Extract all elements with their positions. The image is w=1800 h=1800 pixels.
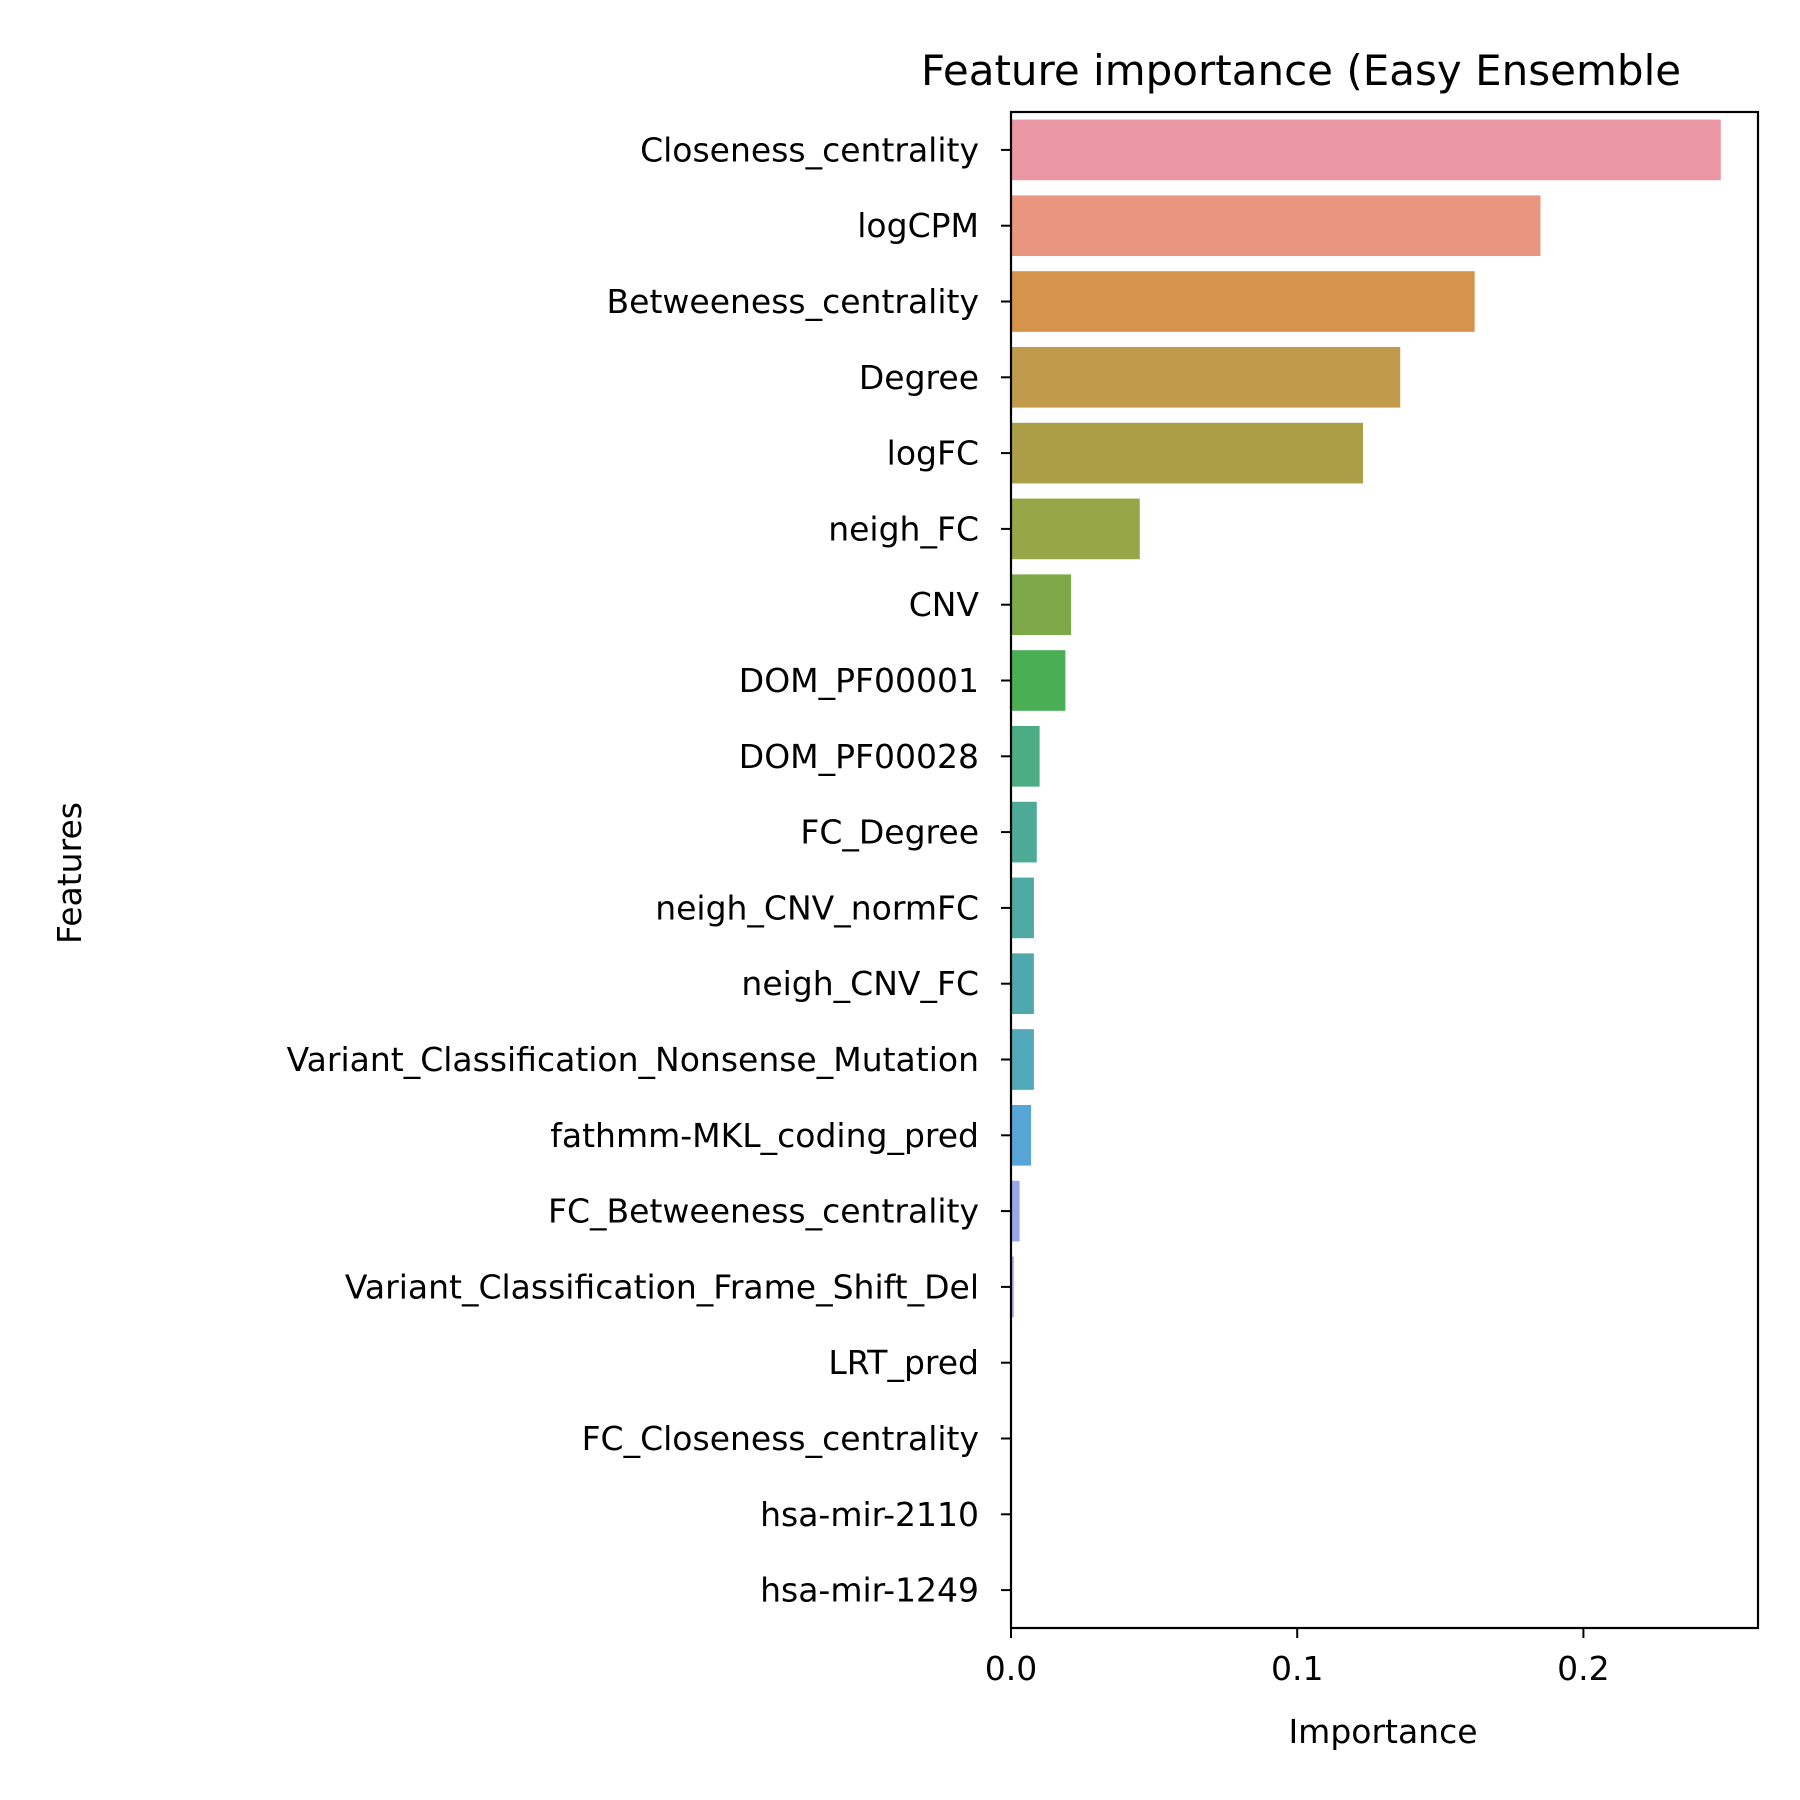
bars-group	[1011, 119, 1721, 1318]
bar-neigh_FC	[1011, 498, 1140, 560]
bar-Closeness_centrality	[1011, 119, 1721, 181]
x-ticks-group: 0.0 0.1 0.2	[985, 1628, 1610, 1688]
y-tick-label: Betweeness_centrality	[607, 282, 979, 321]
bar-neigh_CNV_normFC	[1011, 877, 1034, 939]
bar-FC_Degree	[1011, 801, 1037, 863]
bar-DOM_PF00028	[1011, 725, 1040, 787]
bar-logCPM	[1011, 195, 1541, 257]
y-ticks-group: Closeness_centrality logCPM Betweeness_cen…	[287, 130, 1011, 1610]
y-tick-label: neigh_CNV_FC	[741, 964, 979, 1003]
bar-logFC	[1011, 422, 1364, 484]
y-tick-label: neigh_CNV_normFC	[655, 888, 979, 927]
bar-DOM_PF00001	[1011, 650, 1066, 711]
y-tick-label: logCPM	[857, 206, 979, 245]
x-tick-label: 0.0	[985, 1649, 1037, 1688]
y-tick-label: hsa-mir-2110	[760, 1495, 979, 1534]
y-tick-label: DOM_PF00001	[739, 661, 979, 700]
x-axis-title: Importance	[1288, 1712, 1477, 1751]
y-tick-label: Variant_Classification_Nonsense_Mutation	[287, 1040, 979, 1079]
y-tick-label: fathmm-MKL_coding_pred	[550, 1116, 979, 1155]
bar-Variant_Classification_Nonsense_Mutation	[1011, 1029, 1034, 1090]
x-tick-label: 0.1	[1271, 1649, 1323, 1688]
y-axis-title: Features	[50, 802, 89, 944]
chart-title: Feature importance (Easy Ensemble	[921, 46, 1681, 95]
bar-fathmm-MKL_coding_pred	[1011, 1104, 1032, 1166]
y-tick-label: DOM_PF00028	[739, 737, 979, 776]
bar-FC_Betweeness_centrality	[1011, 1180, 1020, 1242]
bar-Variant_Classification_Frame_Shift_Del	[1011, 1256, 1014, 1318]
y-tick-label: LRT_pred	[828, 1343, 979, 1382]
y-tick-label: hsa-mir-1249	[760, 1571, 979, 1610]
y-tick-label: neigh_FC	[828, 509, 979, 548]
y-tick-label: logFC	[887, 434, 979, 473]
x-tick-label: 0.2	[1557, 1649, 1609, 1688]
y-tick-label: Variant_Classification_Frame_Shift_Del	[345, 1267, 979, 1306]
y-tick-label: Closeness_centrality	[640, 130, 979, 169]
bar-CNV	[1011, 574, 1072, 636]
bar-neigh_CNV_FC	[1011, 953, 1034, 1015]
y-tick-label: FC_Degree	[800, 813, 979, 852]
plot-frame	[1009, 110, 1760, 1630]
y-tick-label: CNV	[909, 585, 980, 624]
y-tick-label: FC_Closeness_centrality	[582, 1419, 979, 1458]
y-tick-label: Degree	[859, 358, 979, 397]
y-tick-label: FC_Betweeness_centrality	[548, 1192, 979, 1231]
bar-Degree	[1011, 346, 1401, 408]
bar-Betweeness_centrality	[1011, 271, 1475, 332]
